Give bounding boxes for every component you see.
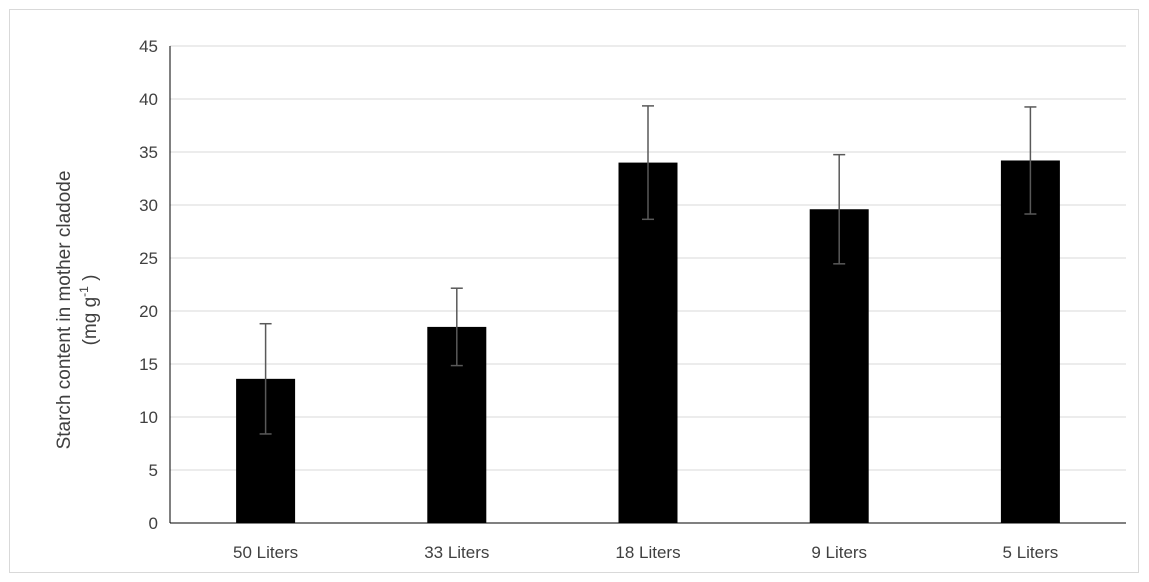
x-tick-labels: 50 Liters 33 Liters 18 Liters 9 Liters 5 Lit…: [233, 543, 1058, 562]
x-tick-label: 18 Liters: [615, 543, 680, 562]
y-tick-label: 30: [139, 196, 158, 215]
axes: [169, 46, 1126, 524]
y-axis-label-line2: (mg g-1 ): [77, 275, 101, 346]
y-tick-label: 45: [139, 37, 158, 56]
error-bar: [259, 322, 272, 435]
y-axis-unit-prefix: (mg g: [80, 297, 101, 346]
chart-frame: [9, 9, 1139, 573]
y-tick-label: 15: [139, 355, 158, 374]
x-tick-label: 50 Liters: [233, 543, 298, 562]
error-bar: [833, 153, 846, 265]
y-tick-label: 0: [149, 514, 158, 533]
y-axis-title: Starch content in mother cladode (mg g-1…: [54, 171, 101, 450]
bar: [1000, 160, 1060, 524]
error-bar: [1024, 106, 1037, 215]
y-tick-labels: 0 5 10 15 20 25 30 35 40 45: [139, 37, 158, 533]
y-tick-label: 20: [139, 302, 158, 321]
y-tick-label: 35: [139, 143, 158, 162]
x-tick-label: 5 Liters: [1003, 543, 1059, 562]
error-bars: [259, 105, 1037, 435]
y-tick-label: 5: [149, 461, 158, 480]
bar: [618, 162, 678, 523]
y-tick-label: 25: [139, 249, 158, 268]
y-tick-label: 40: [139, 90, 158, 109]
x-tick-label: 33 Liters: [424, 543, 489, 562]
x-tick-label: 9 Liters: [811, 543, 867, 562]
error-bar: [642, 105, 654, 221]
y-axis-label-line1: Starch content in mother cladode: [54, 171, 75, 450]
y-axis-unit-suffix: ): [80, 275, 101, 287]
y-tick-label: 10: [139, 408, 158, 427]
error-bar: [450, 287, 463, 367]
y-axis-unit-superscript: -1: [77, 286, 91, 297]
